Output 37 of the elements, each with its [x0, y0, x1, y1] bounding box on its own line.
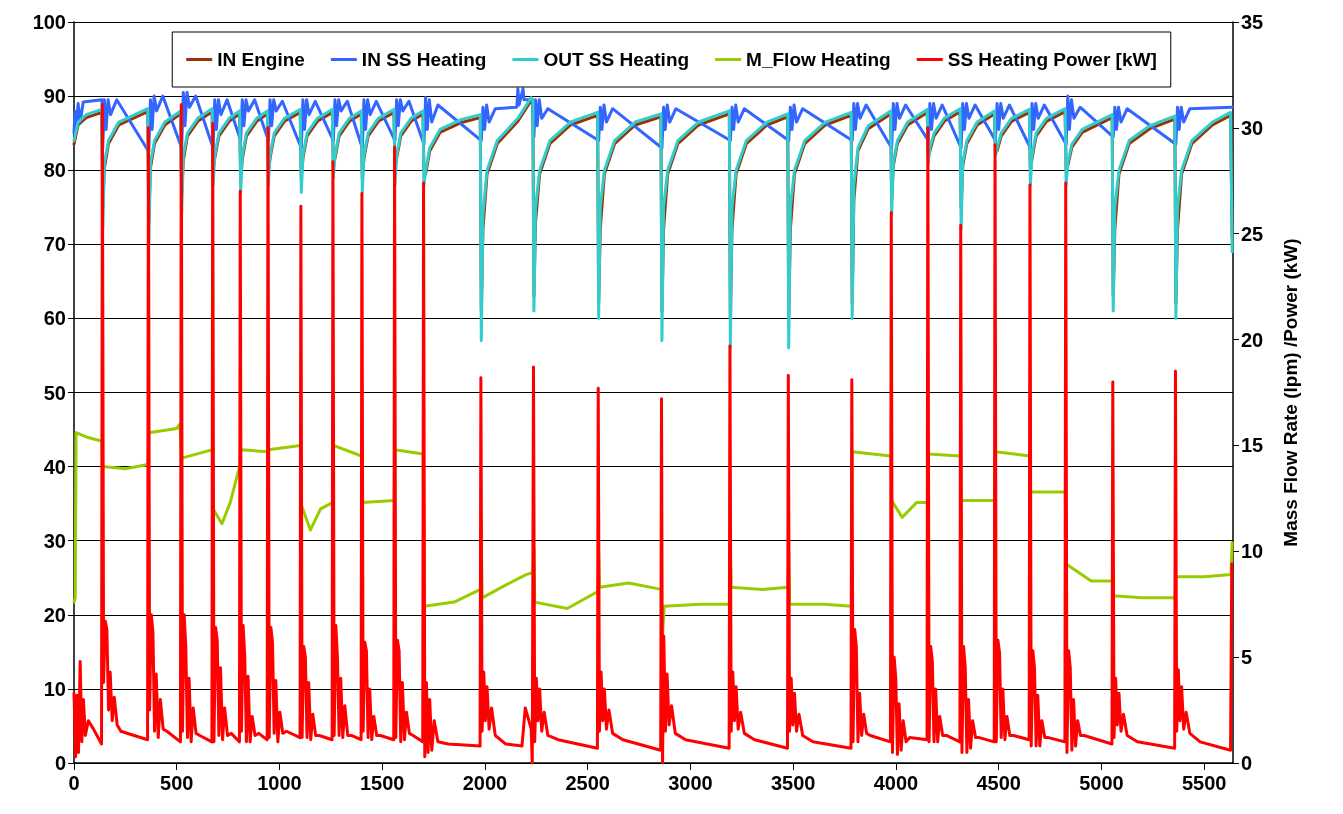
y-tick-label: 80 [43, 159, 66, 182]
y-tick-label: 50 [43, 381, 66, 404]
y-tick-label: 30 [43, 529, 66, 552]
legend-label: SS Heating Power [kW] [947, 49, 1157, 70]
x-tick-label: 3000 [668, 772, 713, 794]
y2-tick-label: 0 [1241, 752, 1253, 774]
y2-tick-label: 20 [1241, 328, 1264, 351]
y-tick-label: 60 [43, 307, 66, 330]
y2-tick-label: 10 [1241, 540, 1264, 563]
y2-tick-label: 35 [1241, 11, 1264, 33]
x-tick-label: 1000 [257, 772, 302, 794]
legend-label: M_Flow Heating [746, 49, 891, 70]
legend-label: OUT SS Heating [543, 49, 690, 70]
x-tick-label: 2000 [462, 772, 508, 794]
x-tick-label: 5500 [1181, 772, 1227, 794]
y-tick-label: 10 [43, 677, 66, 700]
y2-tick-label: 5 [1241, 646, 1253, 669]
y2-tick-label: 30 [1241, 116, 1264, 139]
x-tick-label: 0 [68, 772, 80, 794]
x-tick-label: 2500 [565, 772, 610, 794]
x-tick-label: 5000 [1079, 772, 1124, 794]
y-tick-label: 70 [43, 233, 66, 256]
y-tick-label: 100 [32, 11, 66, 33]
x-tick-label: 1500 [359, 772, 405, 794]
legend-label: IN SS Heating [361, 49, 487, 70]
legend-label: IN Engine [217, 49, 305, 70]
x-tick-label: 4000 [873, 772, 919, 794]
x-tick-label: 500 [160, 772, 194, 794]
x-tick-label: 3500 [770, 772, 816, 794]
y2-tick-label: 15 [1241, 434, 1264, 457]
y-tick-label: 40 [43, 455, 66, 478]
y2-axis-title: Mass Flow Rate (lpm) /Power (kW) [1280, 238, 1301, 547]
x-tick-label: 4500 [976, 772, 1021, 794]
y2-tick-label: 25 [1241, 222, 1264, 245]
y-tick-label: 20 [43, 603, 66, 626]
y-tick-label: 0 [54, 752, 66, 774]
y-tick-label: 90 [43, 85, 66, 108]
